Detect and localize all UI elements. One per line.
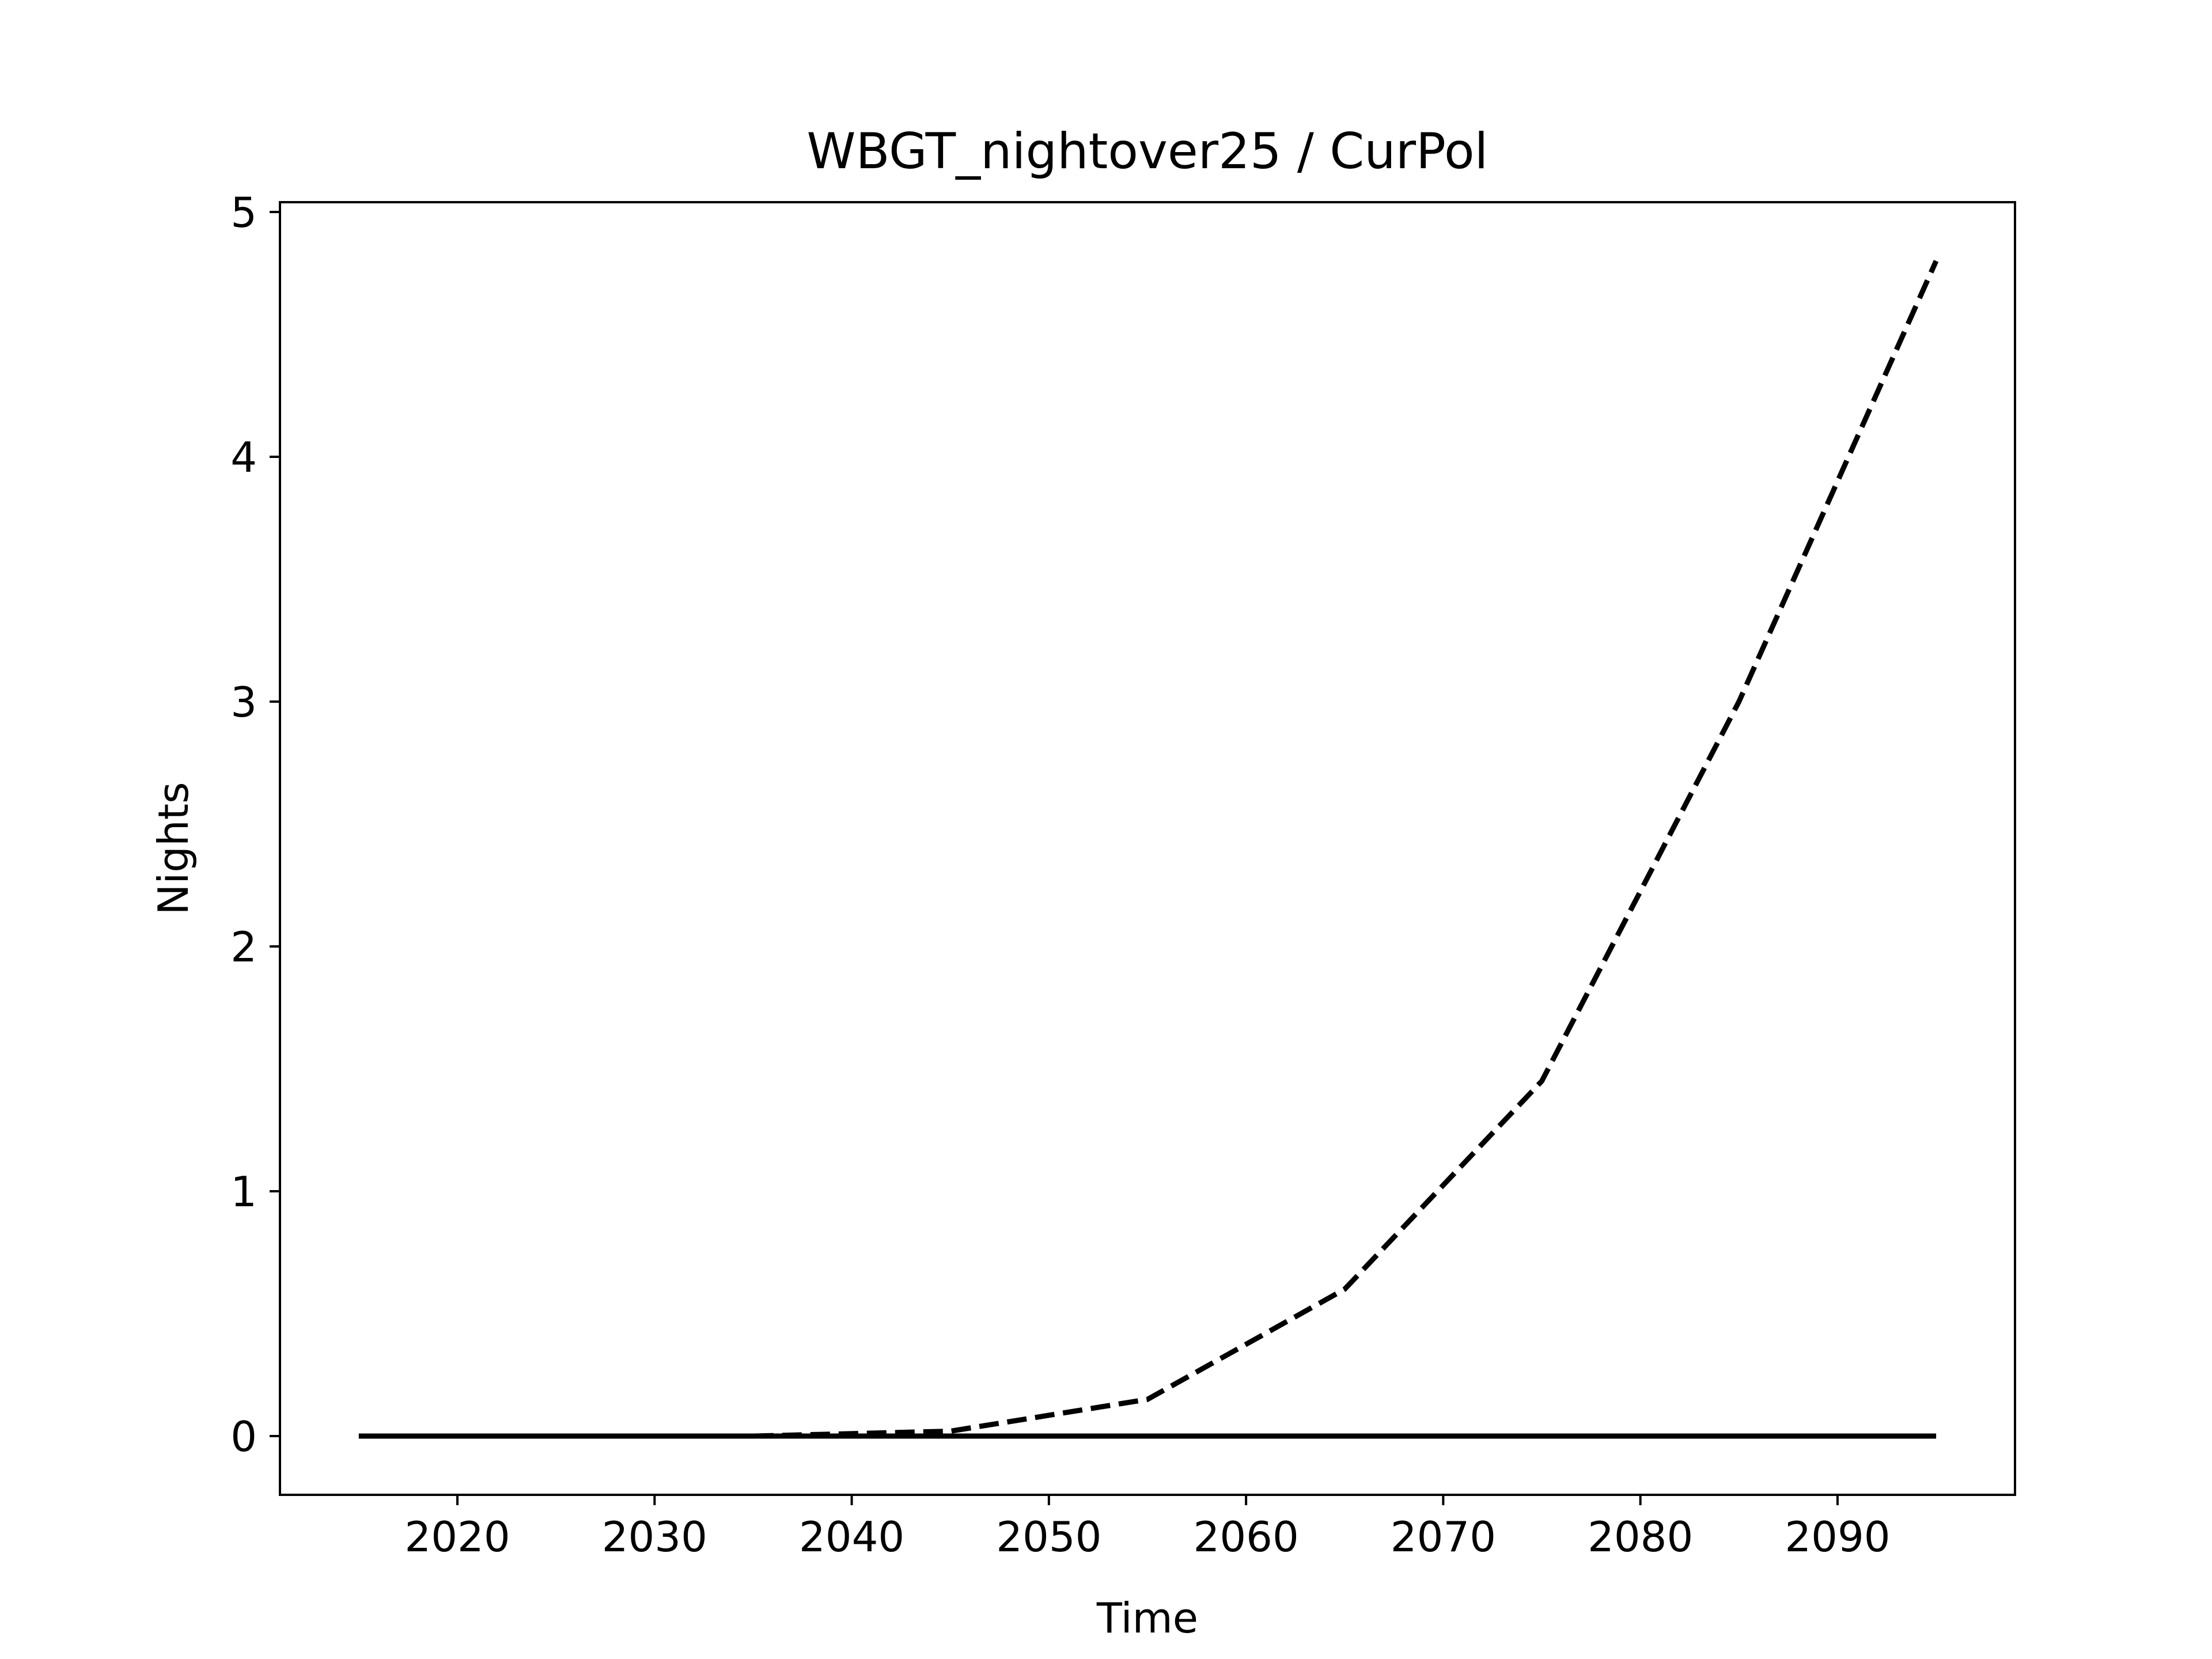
y-tick-label: 4 <box>230 433 257 482</box>
x-tick-label: 2090 <box>1785 1513 1890 1561</box>
x-tick-label: 2060 <box>1194 1513 1299 1561</box>
x-tick-label: 2050 <box>996 1513 1101 1561</box>
x-tick-label: 2020 <box>404 1513 510 1561</box>
y-axis-label: Nights <box>149 782 198 915</box>
x-tick-label: 2040 <box>799 1513 904 1561</box>
x-tick-label: 2030 <box>602 1513 707 1561</box>
x-axis-label: Time <box>1096 1594 1198 1642</box>
y-tick-label: 5 <box>230 188 257 237</box>
y-tick-label: 3 <box>230 678 257 726</box>
ticks-layer: 2020 2030 2040 2050 2060 2070 2080 2090 0 1 2 3 4 5 <box>230 188 1890 1561</box>
x-tick-label: 2080 <box>1588 1513 1693 1561</box>
chart-title: WBGT_nightover25 / CurPol <box>807 123 1488 180</box>
x-tick-label: 2070 <box>1391 1513 1496 1561</box>
y-tick-label: 1 <box>230 1168 257 1216</box>
series-layer <box>358 260 1939 1439</box>
plot-frame <box>279 201 2016 1496</box>
y-tick-label: 2 <box>230 923 257 971</box>
y-tick-label: 0 <box>230 1412 257 1461</box>
